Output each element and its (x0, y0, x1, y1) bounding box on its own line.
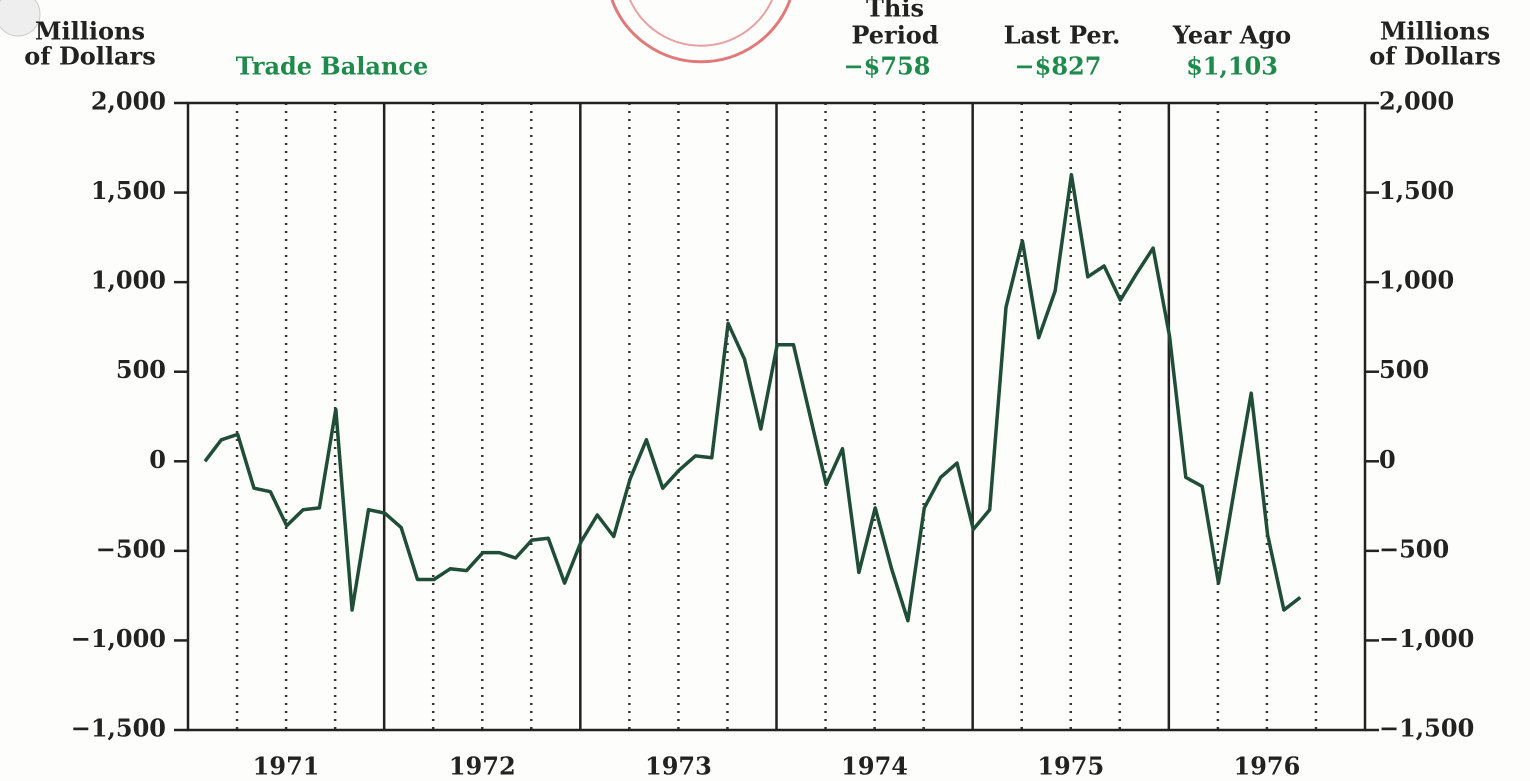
left-axis-label: of Dollars (24, 42, 155, 71)
stamp (610, 0, 792, 64)
right-axis-label: of Dollars (1369, 42, 1500, 71)
y2-tick-label: −500 (1379, 534, 1449, 563)
y2-tick-label: −1,000 (1379, 624, 1474, 653)
x-tick-label: 1973 (645, 752, 712, 781)
stamp-inner (629, 0, 773, 47)
summary-value: −$827 (1015, 52, 1102, 81)
corner-hole (0, 0, 41, 37)
y-tick-label: −500 (96, 534, 166, 563)
y-tick-label: −1,000 (71, 624, 166, 653)
x-tick-label: 1974 (841, 752, 908, 781)
y-tick-label: 500 (116, 355, 166, 384)
y-tick-label: 1,000 (91, 266, 166, 295)
summary-header: Last Per. (1004, 21, 1121, 50)
y-tick-label: 1,500 (91, 176, 166, 205)
data-line (203, 172, 1302, 623)
summary-header: This (866, 0, 924, 23)
right-axis-label: Millions (1380, 17, 1490, 46)
summary-value: $1,103 (1186, 52, 1278, 81)
y2-tick-label: 1,500 (1379, 176, 1454, 205)
y2-tick-label: 500 (1379, 355, 1429, 384)
x-tick-label: 1976 (1234, 752, 1301, 781)
summary-header: Year Ago (1172, 21, 1291, 50)
x-tick-label: 1972 (449, 752, 516, 781)
y-tick-label: 2,000 (91, 87, 166, 116)
x-tick-label: 1971 (253, 752, 320, 781)
y-tick-label: 0 (149, 445, 166, 474)
y2-tick-label: 1,000 (1379, 266, 1454, 295)
y2-tick-label: −1,500 (1379, 714, 1474, 743)
chart-title: Trade Balance (236, 52, 429, 81)
y2-tick-label: 0 (1379, 445, 1396, 474)
plot-frame (186, 101, 1367, 732)
left-axis-label: Millions (35, 17, 145, 46)
y2-tick-label: 2,000 (1379, 87, 1454, 116)
y-tick-label: −1,500 (71, 714, 166, 743)
summary-header: Period (851, 21, 938, 50)
summary-value: −$758 (844, 52, 931, 81)
x-tick-label: 1975 (1037, 752, 1104, 781)
